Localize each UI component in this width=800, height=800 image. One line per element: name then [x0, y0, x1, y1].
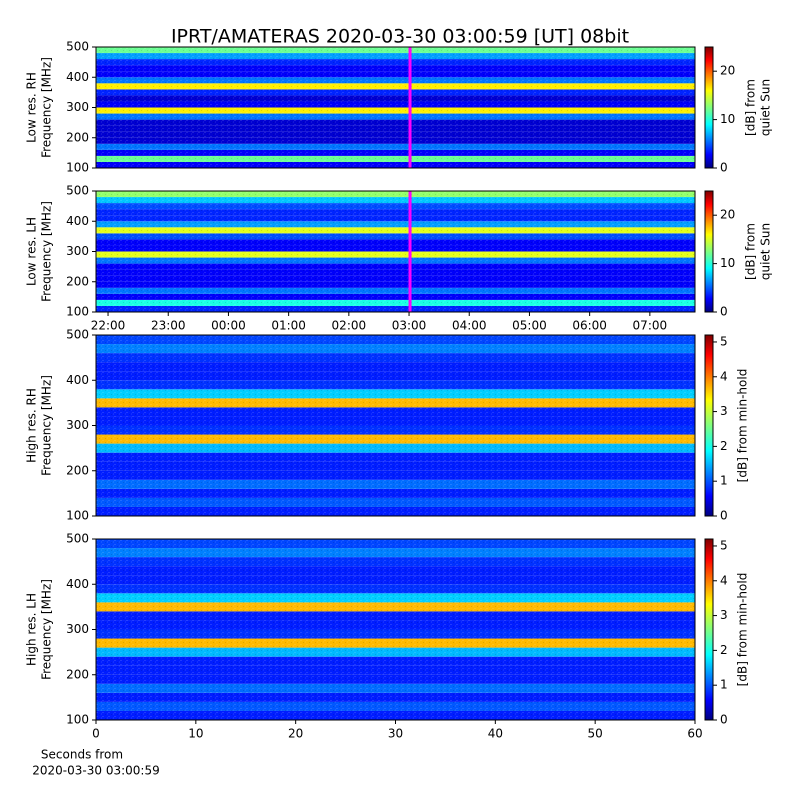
- y-tick-label: 500: [66, 184, 89, 198]
- y-tick-label: 100: [66, 509, 89, 523]
- x-tick-label: 07:00: [633, 319, 668, 333]
- x-tick-label: 40: [488, 727, 503, 741]
- y-tick-label: 200: [66, 667, 89, 681]
- y-tick-label: 500: [66, 40, 89, 54]
- y-tick-label: 300: [66, 244, 89, 258]
- y-tick-label: 200: [66, 274, 89, 288]
- texture: [96, 47, 695, 168]
- y-tick-label: 400: [66, 373, 89, 387]
- colorbar-label: [dB] from min-hold: [736, 573, 750, 687]
- colorbar-tick-label: 0: [720, 161, 728, 175]
- colorbar-tick-label: 1: [720, 474, 728, 488]
- y-axis-label: Frequency [MHz]: [40, 375, 54, 476]
- x-tick-label: 22:00: [91, 319, 126, 333]
- y-axis-label: Frequency [MHz]: [40, 579, 54, 680]
- colorbar-label: [dB] from: [744, 79, 758, 136]
- colorbar: [704, 538, 714, 721]
- x-tick-label: 02:00: [332, 319, 367, 333]
- colorbar-tick-label: 0: [720, 713, 728, 727]
- y-tick-label: 200: [66, 463, 89, 477]
- x-tick-label: 04:00: [452, 319, 487, 333]
- colorbar-label: quiet Sun: [759, 223, 773, 280]
- texture: [96, 191, 695, 312]
- x-tick-label: 20: [288, 727, 303, 741]
- colorbar: [704, 334, 714, 517]
- y-tick-label: 400: [66, 70, 89, 84]
- colorbar: [704, 190, 714, 313]
- texture: [96, 539, 695, 720]
- y-axis-label: Frequency [MHz]: [40, 57, 54, 158]
- y-axis-label: Low res. RH: [25, 72, 39, 143]
- colorbar-tick-label: 0: [720, 509, 728, 523]
- y-axis-label: Frequency [MHz]: [40, 201, 54, 302]
- y-tick-label: 300: [66, 100, 89, 114]
- y-tick-label: 100: [66, 305, 89, 319]
- colorbar-tick-label: 20: [720, 208, 735, 222]
- colorbar-tick-label: 20: [720, 64, 735, 78]
- x-axis-label: Seconds from: [41, 748, 123, 762]
- colorbar-tick-label: 1: [720, 678, 728, 692]
- colorbar-tick-label: 4: [720, 573, 728, 587]
- y-axis-label: High res. LH: [25, 593, 39, 666]
- y-axis-label: High res. RH: [25, 388, 39, 463]
- x-tick-label: 05:00: [512, 319, 547, 333]
- y-tick-label: 400: [66, 577, 89, 591]
- colorbar-tick-label: 10: [720, 112, 735, 126]
- colorbar-tick-label: 2: [720, 439, 728, 453]
- x-tick-label: 50: [588, 727, 603, 741]
- colorbar-tick-label: 2: [720, 643, 728, 657]
- x-tick-label: 01:00: [271, 319, 306, 333]
- colorbar-tick-label: 5: [720, 334, 728, 348]
- y-tick-label: 300: [66, 622, 89, 636]
- x-tick-label: 60: [687, 727, 702, 741]
- x-axis-label: 2020-03-30 03:00:59: [32, 764, 159, 778]
- y-tick-label: 500: [66, 328, 89, 342]
- y-tick-label: 100: [66, 161, 89, 175]
- y-axis-label: Low res. LH: [25, 217, 39, 286]
- y-tick-label: 500: [66, 532, 89, 546]
- x-tick-label: 00:00: [211, 319, 246, 333]
- x-tick-label: 06:00: [572, 319, 607, 333]
- colorbar-tick-label: 0: [720, 305, 728, 319]
- colorbar-label: [dB] from min-hold: [736, 369, 750, 483]
- x-tick-label: 03:00: [392, 319, 427, 333]
- x-tick-label: 30: [388, 727, 403, 741]
- colorbar-tick-label: 4: [720, 369, 728, 383]
- y-tick-label: 100: [66, 713, 89, 727]
- colorbar-tick-label: 3: [720, 608, 728, 622]
- x-tick-label: 10: [188, 727, 203, 741]
- y-tick-label: 400: [66, 214, 89, 228]
- y-tick-label: 300: [66, 418, 89, 432]
- colorbar-tick-label: 3: [720, 404, 728, 418]
- chart-title: IPRT/AMATERAS 2020-03-30 03:00:59 [UT] 0…: [171, 26, 629, 48]
- x-tick-label: 0: [92, 727, 100, 741]
- colorbar-tick-label: 10: [720, 256, 735, 270]
- colorbar: [704, 46, 714, 169]
- colorbar-label: [dB] from: [744, 223, 758, 280]
- y-tick-label: 200: [66, 130, 89, 144]
- colorbar-tick-label: 5: [720, 538, 728, 552]
- colorbar-label: quiet Sun: [759, 79, 773, 136]
- x-tick-label: 23:00: [151, 319, 186, 333]
- texture: [96, 335, 695, 516]
